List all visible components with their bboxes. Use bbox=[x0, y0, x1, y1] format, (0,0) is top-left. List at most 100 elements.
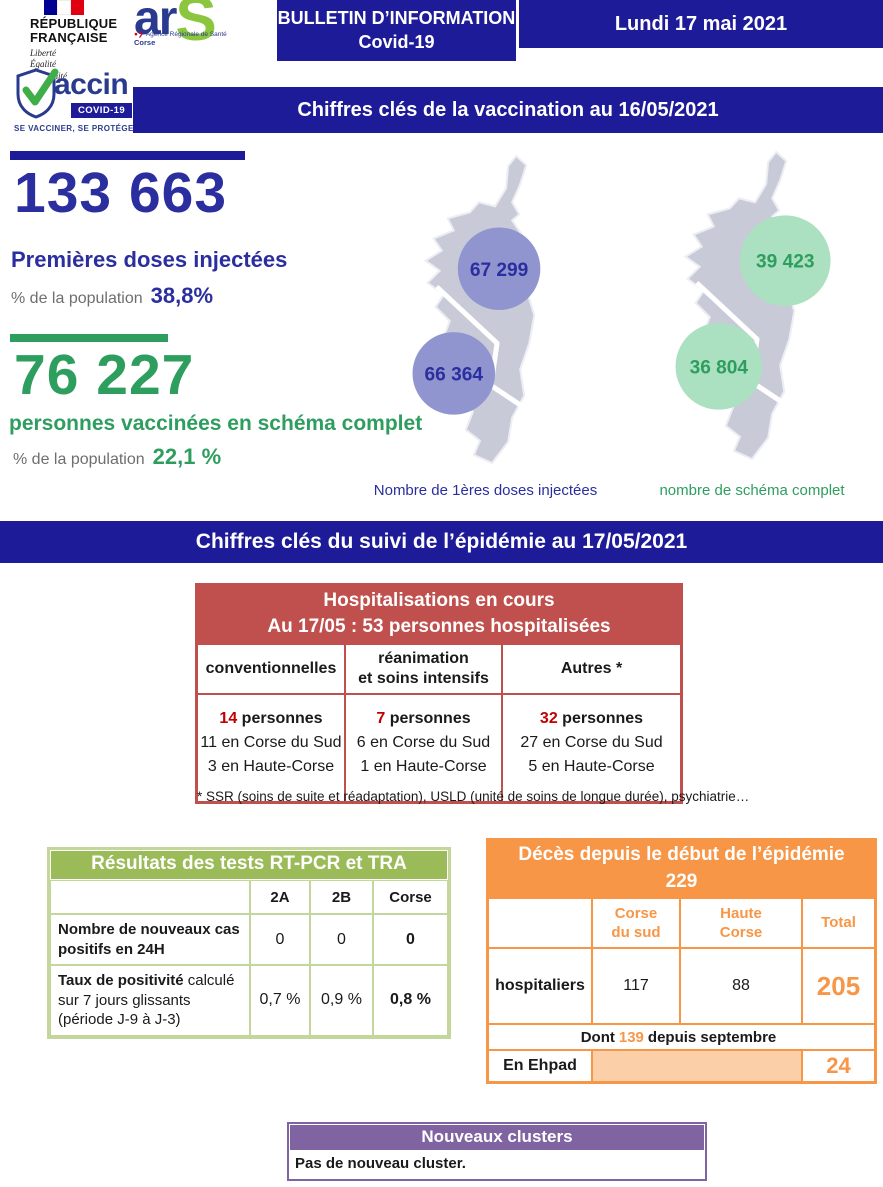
corsica-map-icon: 39 423 36 804 bbox=[675, 150, 831, 461]
hosp-corse-du-sud: 11 en Corse du Sud bbox=[200, 734, 342, 752]
vaccin-covid19-logo: accin COVID-19 SE VACCINER, SE PROTÉGER bbox=[14, 66, 149, 144]
deaths-total-value: 229 bbox=[665, 870, 698, 892]
deaths-ehpad-value: 24 bbox=[802, 1050, 875, 1083]
deaths-col-haute-corse: Haute Corse bbox=[680, 898, 802, 949]
hosp-count: 7 bbox=[376, 710, 386, 728]
complete-schema-population: % de la population 22,1 % bbox=[13, 444, 221, 470]
hosp-cell-reanimation: 7 personnes 6 en Corse du Sud 1 en Haute… bbox=[345, 694, 502, 803]
dont-value: 139 bbox=[618, 1028, 644, 1046]
tests-row1-2b: 0 bbox=[310, 914, 373, 965]
corse-du-sud-doses-value: 66 364 bbox=[425, 364, 484, 385]
bulletin-date: Lundi 17 mai 2021 bbox=[519, 0, 883, 48]
complete-pop-label: % de la population bbox=[13, 451, 145, 468]
hospitalisations-title-line1: Hospitalisations en cours bbox=[323, 590, 555, 611]
hosp-col-reanimation: réanimation et soins intensifs bbox=[345, 644, 502, 695]
tests-table: Résultats des tests RT-PCR et TRA 2A 2B … bbox=[47, 847, 451, 1039]
tests-row2-corse: 0,8 % bbox=[373, 965, 448, 1036]
bubble-haute-corse-doses bbox=[457, 227, 541, 310]
deaths-hospitaliers-total: 205 bbox=[802, 948, 875, 1025]
bubble-corse-du-sud-complete bbox=[675, 323, 763, 410]
deaths-hospitaliers-corse-du-sud: 117 bbox=[592, 948, 680, 1025]
hosp-cell-autres: 32 personnes 27 en Corse du Sud 5 en Hau… bbox=[502, 694, 681, 803]
tests-row2-2a: 0,7 % bbox=[250, 965, 310, 1036]
hospitalisations-footnote: * SSR (soins de suite et réadaptation), … bbox=[197, 789, 750, 804]
hosp-count-suffix: personnes bbox=[237, 710, 323, 728]
dont-suffix: depuis septembre bbox=[647, 1028, 777, 1046]
first-doses-pop-label: % de la population bbox=[11, 290, 143, 307]
bulletin-title-line1: BULLETIN D’INFORMATION bbox=[277, 8, 516, 29]
dont-prefix: Dont bbox=[580, 1028, 615, 1046]
hosp-haute-corse: 5 en Haute-Corse bbox=[528, 758, 655, 776]
vaccin-tagline: SE VACCINER, SE PROTÉGER bbox=[14, 124, 140, 133]
tests-row2-label: Taux de positivité calculé sur 7 jours g… bbox=[50, 965, 250, 1036]
hosp-count: 14 bbox=[219, 710, 238, 728]
ars-wordmark: ar S bbox=[134, 0, 249, 54]
hosp-haute-corse: 3 en Haute-Corse bbox=[207, 758, 335, 776]
first-doses-pop-value: 38,8% bbox=[150, 283, 214, 308]
deaths-since-september-note: Dont 139 depuis septembre bbox=[488, 1024, 875, 1051]
hosp-col-autres: Autres * bbox=[502, 644, 681, 695]
deaths-table: Décès depuis le début de l’épidémie 229 … bbox=[486, 838, 877, 1085]
tests-col-2a: 2A bbox=[250, 880, 310, 914]
bubble-corse-du-sud-doses bbox=[412, 332, 496, 415]
epidemic-banner: Chiffres clés du suivi de l’épidémie au … bbox=[0, 521, 883, 563]
vaccination-banner: Chiffres clés de la vaccination au 16/05… bbox=[133, 87, 883, 133]
ars-wordmark-s: S bbox=[175, 0, 217, 54]
tests-col-corse: Corse bbox=[373, 880, 448, 914]
deaths-empty-header bbox=[488, 898, 592, 949]
ars-corse-logo: ar S ●❯ Agence Régionale de Santé Corse bbox=[134, 0, 249, 54]
tests-row1-label: Nombre de nouveaux cas positifs en 24H bbox=[50, 914, 250, 965]
tests-row2-2b: 0,9 % bbox=[310, 965, 373, 1036]
hosp-corse-du-sud: 6 en Corse du Sud bbox=[356, 734, 491, 752]
deaths-col-total: Total bbox=[802, 898, 875, 949]
vaccin-wordmark: accin bbox=[54, 68, 129, 101]
deaths-col-corse-du-sud: Corse du sud bbox=[592, 898, 680, 949]
green-divider-bar bbox=[10, 334, 168, 342]
hosp-count: 32 bbox=[539, 710, 558, 728]
hosp-count-suffix: personnes bbox=[385, 710, 471, 728]
deaths-ehpad-filler bbox=[592, 1050, 802, 1083]
ars-wordmark-ar: ar bbox=[134, 0, 177, 45]
deaths-title: Décès depuis le début de l’épidémie 229 bbox=[488, 840, 875, 899]
ars-bullet-icon: ●❯ bbox=[134, 31, 144, 39]
haute-corse-doses-value: 67 299 bbox=[470, 260, 528, 281]
corsica-map-icon: 67 299 66 364 bbox=[412, 154, 541, 465]
shield-check-icon bbox=[16, 68, 59, 119]
deaths-row-hospitaliers-label: hospitaliers bbox=[488, 948, 592, 1025]
blue-divider-bar bbox=[10, 151, 245, 160]
rf-logo-title: RÉPUBLIQUE FRANÇAISE bbox=[30, 16, 118, 46]
clusters-box: Nouveaux clusters Pas de nouveau cluster… bbox=[287, 1122, 707, 1181]
tests-empty-header bbox=[50, 880, 250, 914]
map-first-doses: 67 299 66 364 bbox=[412, 154, 564, 473]
bulletin-title-box: BULLETIN D’INFORMATION Covid-19 bbox=[277, 0, 518, 61]
first-doses-population: % de la population 38,8% bbox=[11, 283, 213, 309]
hosp-cell-conventionnelles: 14 personnes 11 en Corse du Sud 3 en Hau… bbox=[197, 694, 345, 803]
hospitalisations-title-line2: Au 17/05 : 53 personnes hospitalisées bbox=[267, 615, 611, 637]
tests-col-2b: 2B bbox=[310, 880, 373, 914]
ars-subtitle-text: Agence Régionale de Santé bbox=[145, 31, 227, 39]
tests-row2-label-rest: calculé sur 7 jours glissants (période J… bbox=[58, 972, 235, 1028]
ars-subtitle: ●❯ Agence Régionale de Santé bbox=[134, 30, 249, 38]
map-complete-schema: 39 423 36 804 bbox=[672, 150, 831, 469]
deaths-ehpad-label: En Ehpad bbox=[488, 1050, 592, 1083]
corse-du-sud-complete-value: 36 804 bbox=[690, 357, 749, 378]
complete-pop-value: 22,1 % bbox=[152, 444, 222, 469]
tests-row1-corse: 0 bbox=[373, 914, 448, 965]
french-flag-icon bbox=[44, 0, 85, 15]
map-first-doses-caption: Nombre de 1ères doses injectées bbox=[373, 482, 598, 499]
first-doses-label: Premières doses injectées bbox=[11, 247, 288, 272]
complete-schema-value: 76 227 bbox=[14, 343, 195, 407]
tests-row1-label-bold: Nombre de nouveaux cas positifs en 24H bbox=[58, 921, 240, 958]
hosp-count-suffix: personnes bbox=[557, 710, 644, 728]
republique-francaise-logo: RÉPUBLIQUE FRANÇAISE Liberté Égalité Fra… bbox=[30, 0, 135, 82]
hospitalisations-table: Hospitalisations en cours Au 17/05 : 53 … bbox=[195, 583, 683, 805]
ars-region-label: Corse bbox=[134, 38, 156, 48]
complete-schema-label: personnes vaccinées en schéma complet bbox=[9, 412, 423, 435]
clusters-title: Nouveaux clusters bbox=[289, 1124, 705, 1151]
haute-corse-complete-value: 39 423 bbox=[756, 252, 814, 273]
hosp-corse-du-sud: 27 en Corse du Sud bbox=[520, 734, 663, 752]
tests-row1-2a: 0 bbox=[250, 914, 310, 965]
hosp-col-conventionnelles: conventionnelles bbox=[197, 644, 345, 695]
vaccin-covid-badge: COVID-19 bbox=[71, 103, 133, 118]
